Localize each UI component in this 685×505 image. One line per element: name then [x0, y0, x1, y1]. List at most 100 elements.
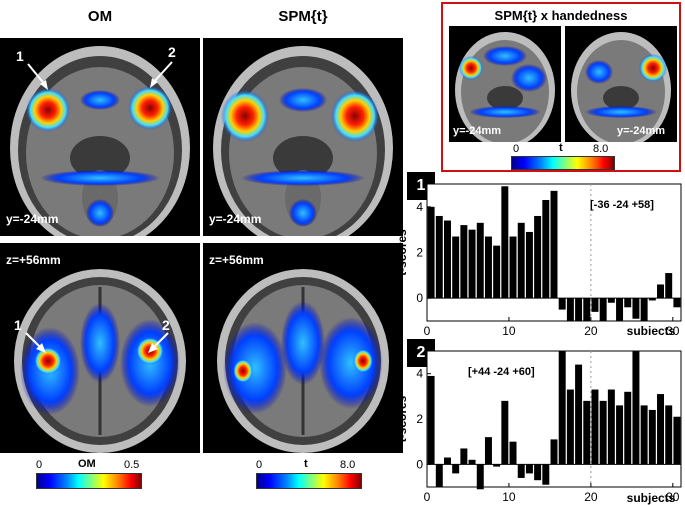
bar [452, 464, 460, 474]
inset-slice-label: y=-24mm [453, 125, 502, 137]
x-axis-label: subjects [627, 324, 676, 335]
y-axis-label: t-scores [395, 395, 409, 442]
y-tick-label: 2 [416, 412, 423, 426]
bar [452, 236, 460, 299]
bar [599, 400, 607, 465]
bar [444, 457, 451, 465]
om-title: OM [87, 8, 113, 25]
arrow-label-1: 1 [14, 317, 22, 333]
bar [566, 389, 574, 465]
bar [616, 298, 624, 321]
bar [525, 464, 533, 474]
bar [575, 364, 583, 465]
y-tick-label: 0 [416, 457, 423, 471]
bar [493, 464, 501, 467]
bar [427, 206, 435, 299]
arrow-label-1: 1 [16, 48, 24, 64]
axial-brain-image [217, 269, 389, 453]
bar [435, 215, 443, 299]
bar [444, 220, 451, 299]
bar [648, 409, 656, 465]
bar [534, 215, 542, 299]
arrow-icons [25, 332, 169, 353]
bar [509, 441, 517, 465]
bar [607, 389, 615, 465]
bar [460, 448, 468, 465]
bar [632, 298, 640, 319]
bar [525, 231, 533, 299]
coronal-brain-image [213, 46, 393, 236]
spm-axial-panel: z=+56mm [203, 243, 403, 453]
y-tick-label: 2 [416, 246, 423, 260]
inset-slice-label: y=-24mm [617, 125, 666, 137]
bar [476, 222, 484, 299]
om-coronal-panel: y=-24mm 1 2 [0, 38, 200, 236]
x-tick-label: 20 [584, 324, 598, 335]
inset-title: SPM{t} x handedness [494, 8, 628, 23]
bar [493, 245, 501, 299]
chart1: 0 2 4 0 10 20 30 t-scores subjects [-36 -24 +58] [395, 183, 682, 335]
axial-slice-label: z=+56mm [209, 253, 264, 267]
x-tick-label: 10 [502, 324, 516, 335]
bar [657, 284, 664, 299]
bar [607, 298, 615, 303]
bar [673, 298, 681, 308]
bar [591, 298, 599, 312]
t-colorbar-min: 0 [256, 459, 263, 471]
bar [558, 298, 566, 310]
x-tick-label: 20 [584, 490, 598, 504]
chart2: 0 2 4 0 10 20 30 t-scores subjects [+44 -24 +60] [395, 350, 682, 505]
x-axis-label: subjects [627, 491, 676, 505]
y-tick-label: 4 [416, 367, 423, 381]
bar [468, 229, 476, 299]
bar [550, 190, 558, 299]
bar [476, 464, 484, 490]
bar [624, 391, 632, 465]
bar [435, 464, 443, 487]
handedness-inset: SPM{t} x handedness y=-24mm y=-24mm 0 t … [441, 2, 681, 172]
bar [673, 416, 681, 465]
bar [517, 464, 525, 478]
bar [566, 298, 574, 321]
bar [501, 186, 509, 299]
x-tick-label: 10 [502, 490, 516, 504]
y-tick-label: 0 [416, 291, 423, 305]
bar [665, 273, 673, 299]
x-tick-label: 0 [424, 324, 431, 335]
coronal-slice-label: y=-24mm [209, 212, 262, 226]
bar [632, 351, 640, 465]
bar [427, 375, 435, 465]
t-colorbar-max: 8.0 [340, 459, 356, 471]
inset-left-panel: y=-24mm [449, 26, 561, 142]
arrow-label-2: 2 [168, 44, 176, 60]
bar [558, 351, 566, 465]
bar [575, 298, 583, 321]
y-axis-label: t-scores [395, 229, 409, 276]
bar [460, 225, 468, 299]
bar [624, 298, 632, 308]
bar [583, 400, 591, 465]
bar [648, 298, 656, 301]
bar [583, 298, 591, 321]
om-colorbar [36, 473, 142, 489]
inset-colorbar-min: 0 [513, 143, 520, 155]
coordinate-annotation: [+44 -24 +60] [468, 366, 535, 378]
bar [599, 298, 607, 321]
t-colorbar-label: t [304, 458, 308, 470]
x-tick-label: 30 [666, 324, 680, 335]
bar [509, 236, 517, 299]
bar [640, 405, 648, 465]
coronal-brain-image [455, 32, 555, 142]
axial-slice-label: z=+56mm [6, 253, 61, 267]
bar [534, 464, 542, 481]
bar [484, 437, 492, 465]
bar [665, 405, 673, 465]
om-colorbar-label: OM [78, 458, 96, 470]
inset-colorbar-label: t [559, 142, 563, 154]
om-colorbar-min: 0 [36, 459, 43, 471]
bar [468, 459, 476, 465]
bar [542, 199, 550, 299]
inset-colorbar-max: 8.0 [593, 143, 609, 155]
bar [657, 394, 664, 465]
t-colorbar [256, 473, 362, 489]
